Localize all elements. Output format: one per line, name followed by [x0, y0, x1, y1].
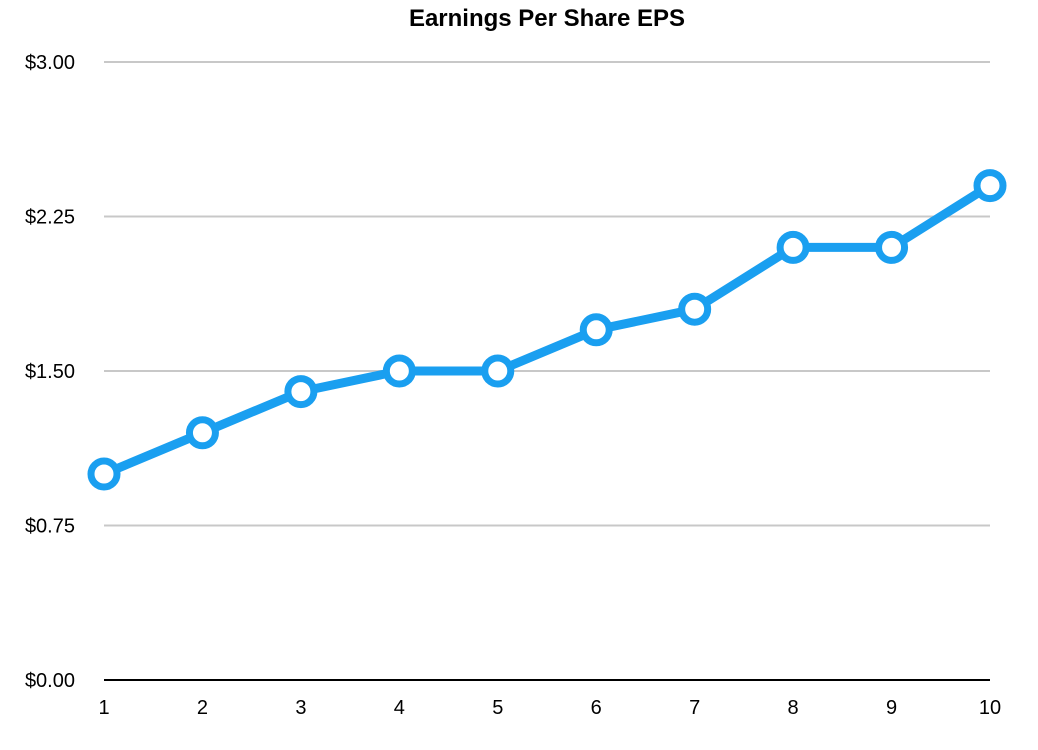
x-tick-label-5: 6	[591, 697, 602, 719]
x-tick-label-9: 10	[979, 697, 1001, 719]
y-tick-label-0: $0.00	[25, 670, 75, 692]
x-axis-tick-labels: 1 2 3 4 5 6 7 8 9 10	[98, 697, 1001, 719]
data-point-9	[875, 230, 909, 264]
x-tick-label-0: 1	[98, 697, 109, 719]
series-line-0	[99, 181, 995, 479]
y-tick-label-1: $0.75	[25, 516, 75, 538]
y-axis-tick-labels: $0.00 $0.75 $1.50 $2.25 $3.00	[25, 52, 75, 692]
x-tick-label-4: 5	[492, 697, 503, 719]
x-tick-label-3: 4	[394, 697, 405, 719]
data-point-2	[185, 416, 219, 450]
x-tick-label-1: 2	[197, 697, 208, 719]
gridlines	[104, 61, 990, 681]
chart-title: Earnings Per Share EPS	[409, 5, 685, 32]
y-tick-label-3: $2.25	[25, 207, 75, 229]
data-point-3	[284, 375, 318, 409]
data-point-10	[973, 169, 1007, 203]
x-tick-label-8: 9	[886, 697, 897, 719]
data-point-8	[776, 230, 810, 264]
data-point-5	[481, 354, 515, 388]
data-point-1	[87, 457, 121, 491]
data-point-7	[678, 292, 712, 326]
y-tick-label-2: $1.50	[25, 361, 75, 383]
x-tick-label-7: 8	[788, 697, 799, 719]
x-tick-label-6: 7	[689, 697, 700, 719]
data-point-4	[382, 354, 416, 388]
x-tick-label-2: 3	[295, 697, 306, 719]
eps-series	[87, 169, 1007, 491]
y-tick-label-4: $3.00	[25, 52, 75, 74]
data-point-6	[579, 313, 613, 347]
